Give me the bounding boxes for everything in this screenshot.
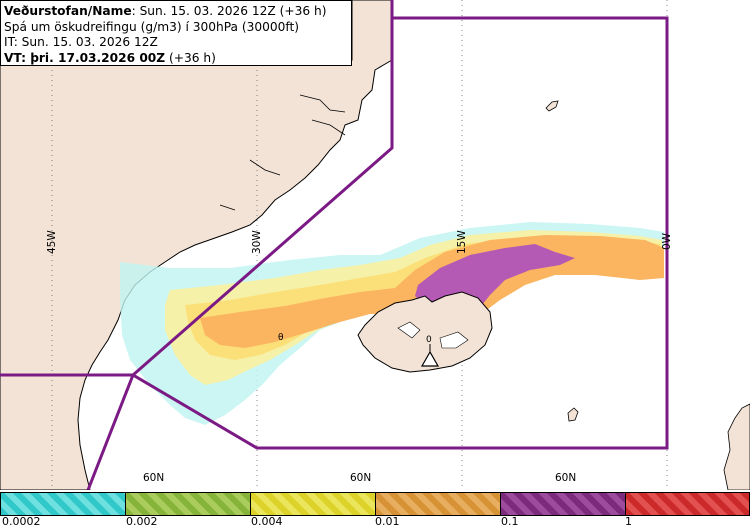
faroe-islands <box>567 407 579 422</box>
concentration-legend <box>0 491 750 532</box>
legend-tick-1: 0.002 <box>126 515 158 528</box>
legend-swatch-3 <box>375 492 501 516</box>
lat-label-center: 60N <box>350 472 372 484</box>
forecast-info-box: Veðurstofan/Name: Sun. 15. 03. 2026 12Z … <box>0 0 352 66</box>
volcano-label: 0 <box>426 335 432 345</box>
valid-time-label: VT: þri. 17.03.2026 00Z <box>4 50 166 65</box>
greenland-fjord <box>219 94 346 211</box>
info-description: Spá um öskudreifingu (g/m3) í 300hPa (30… <box>4 19 299 34</box>
info-issuer-line: Veðurstofan/Name: Sun. 15. 03. 2026 12Z … <box>4 4 347 20</box>
volcano-marker <box>420 344 440 367</box>
scandinavia-edge <box>723 403 750 490</box>
legend-tick-2: 0.004 <box>251 515 283 528</box>
lon-label-45w: 45W <box>46 230 58 254</box>
lat-label-east: 60N <box>555 472 577 484</box>
legend-tick-0: 0.0002 <box>2 515 41 528</box>
issuer-time: : Sun. 15. 03. 2026 12Z (+36 h) <box>131 4 327 18</box>
info-issue-time: IT: Sun. 15. 03. 2026 12Z <box>4 35 158 49</box>
legend-tick-5: 1 <box>625 515 632 528</box>
lat-label-west: 60N <box>143 472 165 484</box>
legend-tick-4: 0.1 <box>501 515 519 528</box>
lon-label-30w: 30W <box>251 230 263 254</box>
map-canvas: 0 θ <box>0 0 750 490</box>
info-valid-line: VT: þri. 17.03.2026 00Z (+36 h) <box>4 51 347 67</box>
plume-center-label: θ <box>278 333 284 343</box>
valid-time-offset: (+36 h) <box>165 50 216 65</box>
legend-swatch-5 <box>625 492 750 516</box>
legend-swatch-0 <box>0 492 126 516</box>
legend-swatch-4 <box>500 492 626 516</box>
lon-label-15w: 15W <box>456 230 468 254</box>
greenland-landmass <box>0 0 393 490</box>
legend-swatch-2 <box>250 492 376 516</box>
legend-swatch-1 <box>125 492 251 516</box>
legend-tick-3: 0.01 <box>375 515 400 528</box>
iceland-landmass <box>357 291 493 373</box>
iceland-glacier <box>397 321 469 349</box>
lon-label-0w: 0W <box>661 232 673 250</box>
fir-boundary <box>0 0 669 490</box>
jan-mayen-island <box>545 100 559 112</box>
issuer-label: Veðurstofan/Name <box>4 4 132 18</box>
